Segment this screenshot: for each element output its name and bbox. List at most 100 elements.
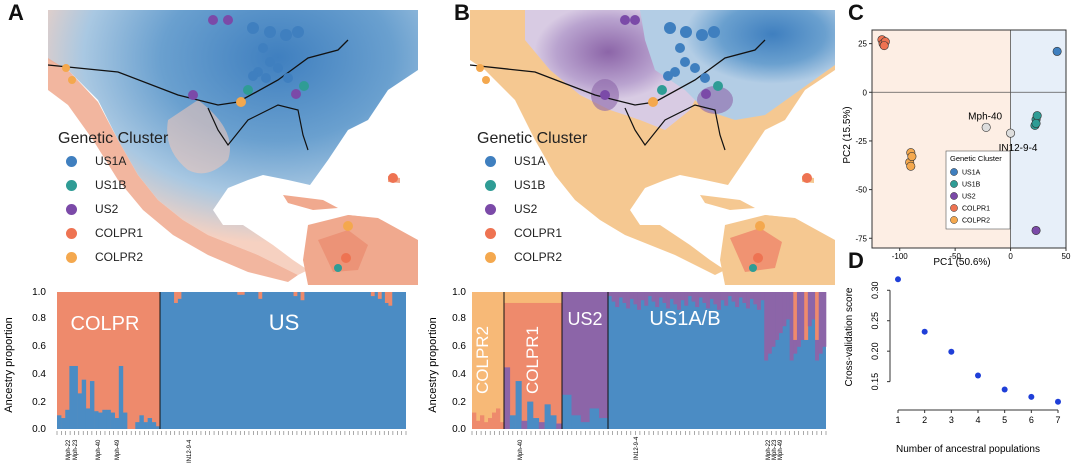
ancestry-b-bar (633, 292, 638, 305)
map-b-points (476, 15, 812, 272)
ancestry-b-ytick: 0.0 (452, 424, 466, 435)
pca-legend-dot-icon (950, 180, 958, 188)
pca-legend-title: Genetic Cluster (950, 154, 1002, 163)
cv-xtick-label: 7 (1055, 415, 1060, 425)
ancestry-b-bar (756, 292, 761, 310)
ancestry-b-bar (706, 292, 711, 309)
legend-dot-icon (485, 155, 496, 167)
pca-points (877, 35, 1062, 235)
ancestry-a-group-us: US (269, 310, 300, 335)
map-b-point (664, 22, 676, 34)
ancestry-b-bar (476, 420, 481, 429)
ancestry-b-bar (782, 292, 787, 327)
ancestry-b-colpr2-block (472, 292, 504, 429)
pca-legend-dot-icon (950, 204, 958, 212)
map-a-point (62, 64, 70, 72)
ancestry-a-bar (89, 381, 95, 429)
map-b-point (680, 26, 692, 38)
ancestry-a-bar (122, 412, 128, 429)
ancestry-b-ylabel: Ancestry proportion (427, 317, 439, 412)
ancestry-a-bar (151, 422, 157, 429)
map-b-point (749, 264, 757, 272)
ancestry-a-bar (370, 292, 375, 297)
ancestry-b-bar (484, 422, 489, 429)
ancestry-a-bar (118, 365, 124, 429)
ancestry-b-bar (764, 292, 769, 361)
map-a-point (223, 15, 233, 25)
map-b-point (696, 29, 708, 41)
ancestry-b-bar (735, 292, 740, 308)
ancestry-b-bar (480, 415, 485, 429)
ancestry-b-sample: Mph-23 (772, 439, 778, 460)
map-b-point (713, 81, 723, 91)
map-a-point (208, 15, 218, 25)
ancestry-b-bar (753, 292, 758, 305)
ancestry-b-bar (796, 292, 801, 347)
legend-b-item-us2: US2 (485, 202, 537, 216)
ancestry-b-bar (562, 394, 572, 429)
ancestry-b-bar (598, 418, 609, 429)
ancestry-a-blue-bars (57, 292, 393, 429)
ancestry-b-bar (807, 292, 812, 327)
legend-a-item-colpr1: COLPR1 (66, 226, 143, 240)
ancestry-a-bar (94, 411, 99, 429)
ancestry-b-bar (509, 415, 516, 429)
pca-xtick-label: -100 (892, 252, 909, 261)
map-a-north-america (48, 10, 418, 275)
ancestry-a-bar (240, 292, 245, 295)
pca-bg-us (1010, 30, 1066, 248)
map-a-point (247, 22, 259, 34)
cv-ytick-label: 0.15 (870, 373, 880, 391)
map-b-point (657, 85, 667, 95)
map-a-point (343, 221, 353, 231)
map-b-point (708, 26, 720, 38)
cv-ylabel: Cross-validation score (844, 287, 855, 386)
ancestry-b-bar (618, 292, 623, 298)
map-a-point (388, 173, 398, 183)
panel-letter-d: D (848, 248, 864, 273)
ancestry-a-bar (98, 412, 103, 429)
ancestry-b-bar (662, 292, 667, 303)
ancestry-b-bar (571, 415, 581, 429)
ancestry-b-bar (500, 422, 505, 429)
map-b-point (620, 15, 630, 25)
legend-b-item-colpr1: COLPR1 (485, 226, 562, 240)
pca-point (1032, 111, 1042, 121)
pca-point (1006, 128, 1016, 138)
ancestry-a-bar (177, 292, 182, 299)
ancestry-a-group-colpr: COLPR (71, 313, 140, 335)
ancestry-b-bar (760, 292, 765, 301)
ancestry-b-bar (640, 292, 645, 301)
pca-point (906, 161, 916, 171)
map-a-point (236, 97, 246, 107)
pca-legend-label: US1A (962, 170, 981, 177)
ancestry-b-bar (622, 292, 627, 303)
legend-b-label: US1A (514, 154, 546, 168)
ancestry-b-bar (738, 292, 743, 298)
ancestry-b-sample: Mph-40 (518, 439, 524, 460)
ancestry-chart-b: Ancestry proportion 0.0 0.2 0.4 0.6 0.8 … (427, 287, 827, 460)
map-b-point (600, 90, 610, 100)
ancestry-b-bar (515, 381, 522, 429)
map-a-point (283, 73, 293, 83)
ancestry-b-bar (472, 412, 477, 429)
ancestry-b-bar (556, 423, 563, 429)
ancestry-a-bar (300, 292, 305, 301)
ancestry-b-bar (822, 292, 827, 347)
ancestry-a-bar (106, 409, 111, 429)
ancestry-b-bar (724, 292, 729, 306)
ancestry-b-bar (550, 415, 557, 429)
pca-annotation-in12: IN12-9-4 (999, 143, 1038, 154)
pca-legend-dot-icon (950, 192, 958, 200)
ancestry-b-bar (793, 292, 798, 340)
ancestry-b-bar (818, 292, 823, 354)
ancestry-b-group-colpr1: COLPR1 (523, 326, 542, 394)
ancestry-b-bar (589, 408, 600, 429)
pca-point (879, 41, 889, 51)
ancestry-b-bar (644, 292, 649, 306)
ancestry-b-bar (533, 418, 540, 429)
ancestry-b-sample: Mph-22 (766, 439, 772, 460)
pca-legend-dot-icon (950, 216, 958, 224)
ancestry-b-bar (666, 292, 671, 309)
pca-xtick-label: 50 (1062, 252, 1071, 261)
